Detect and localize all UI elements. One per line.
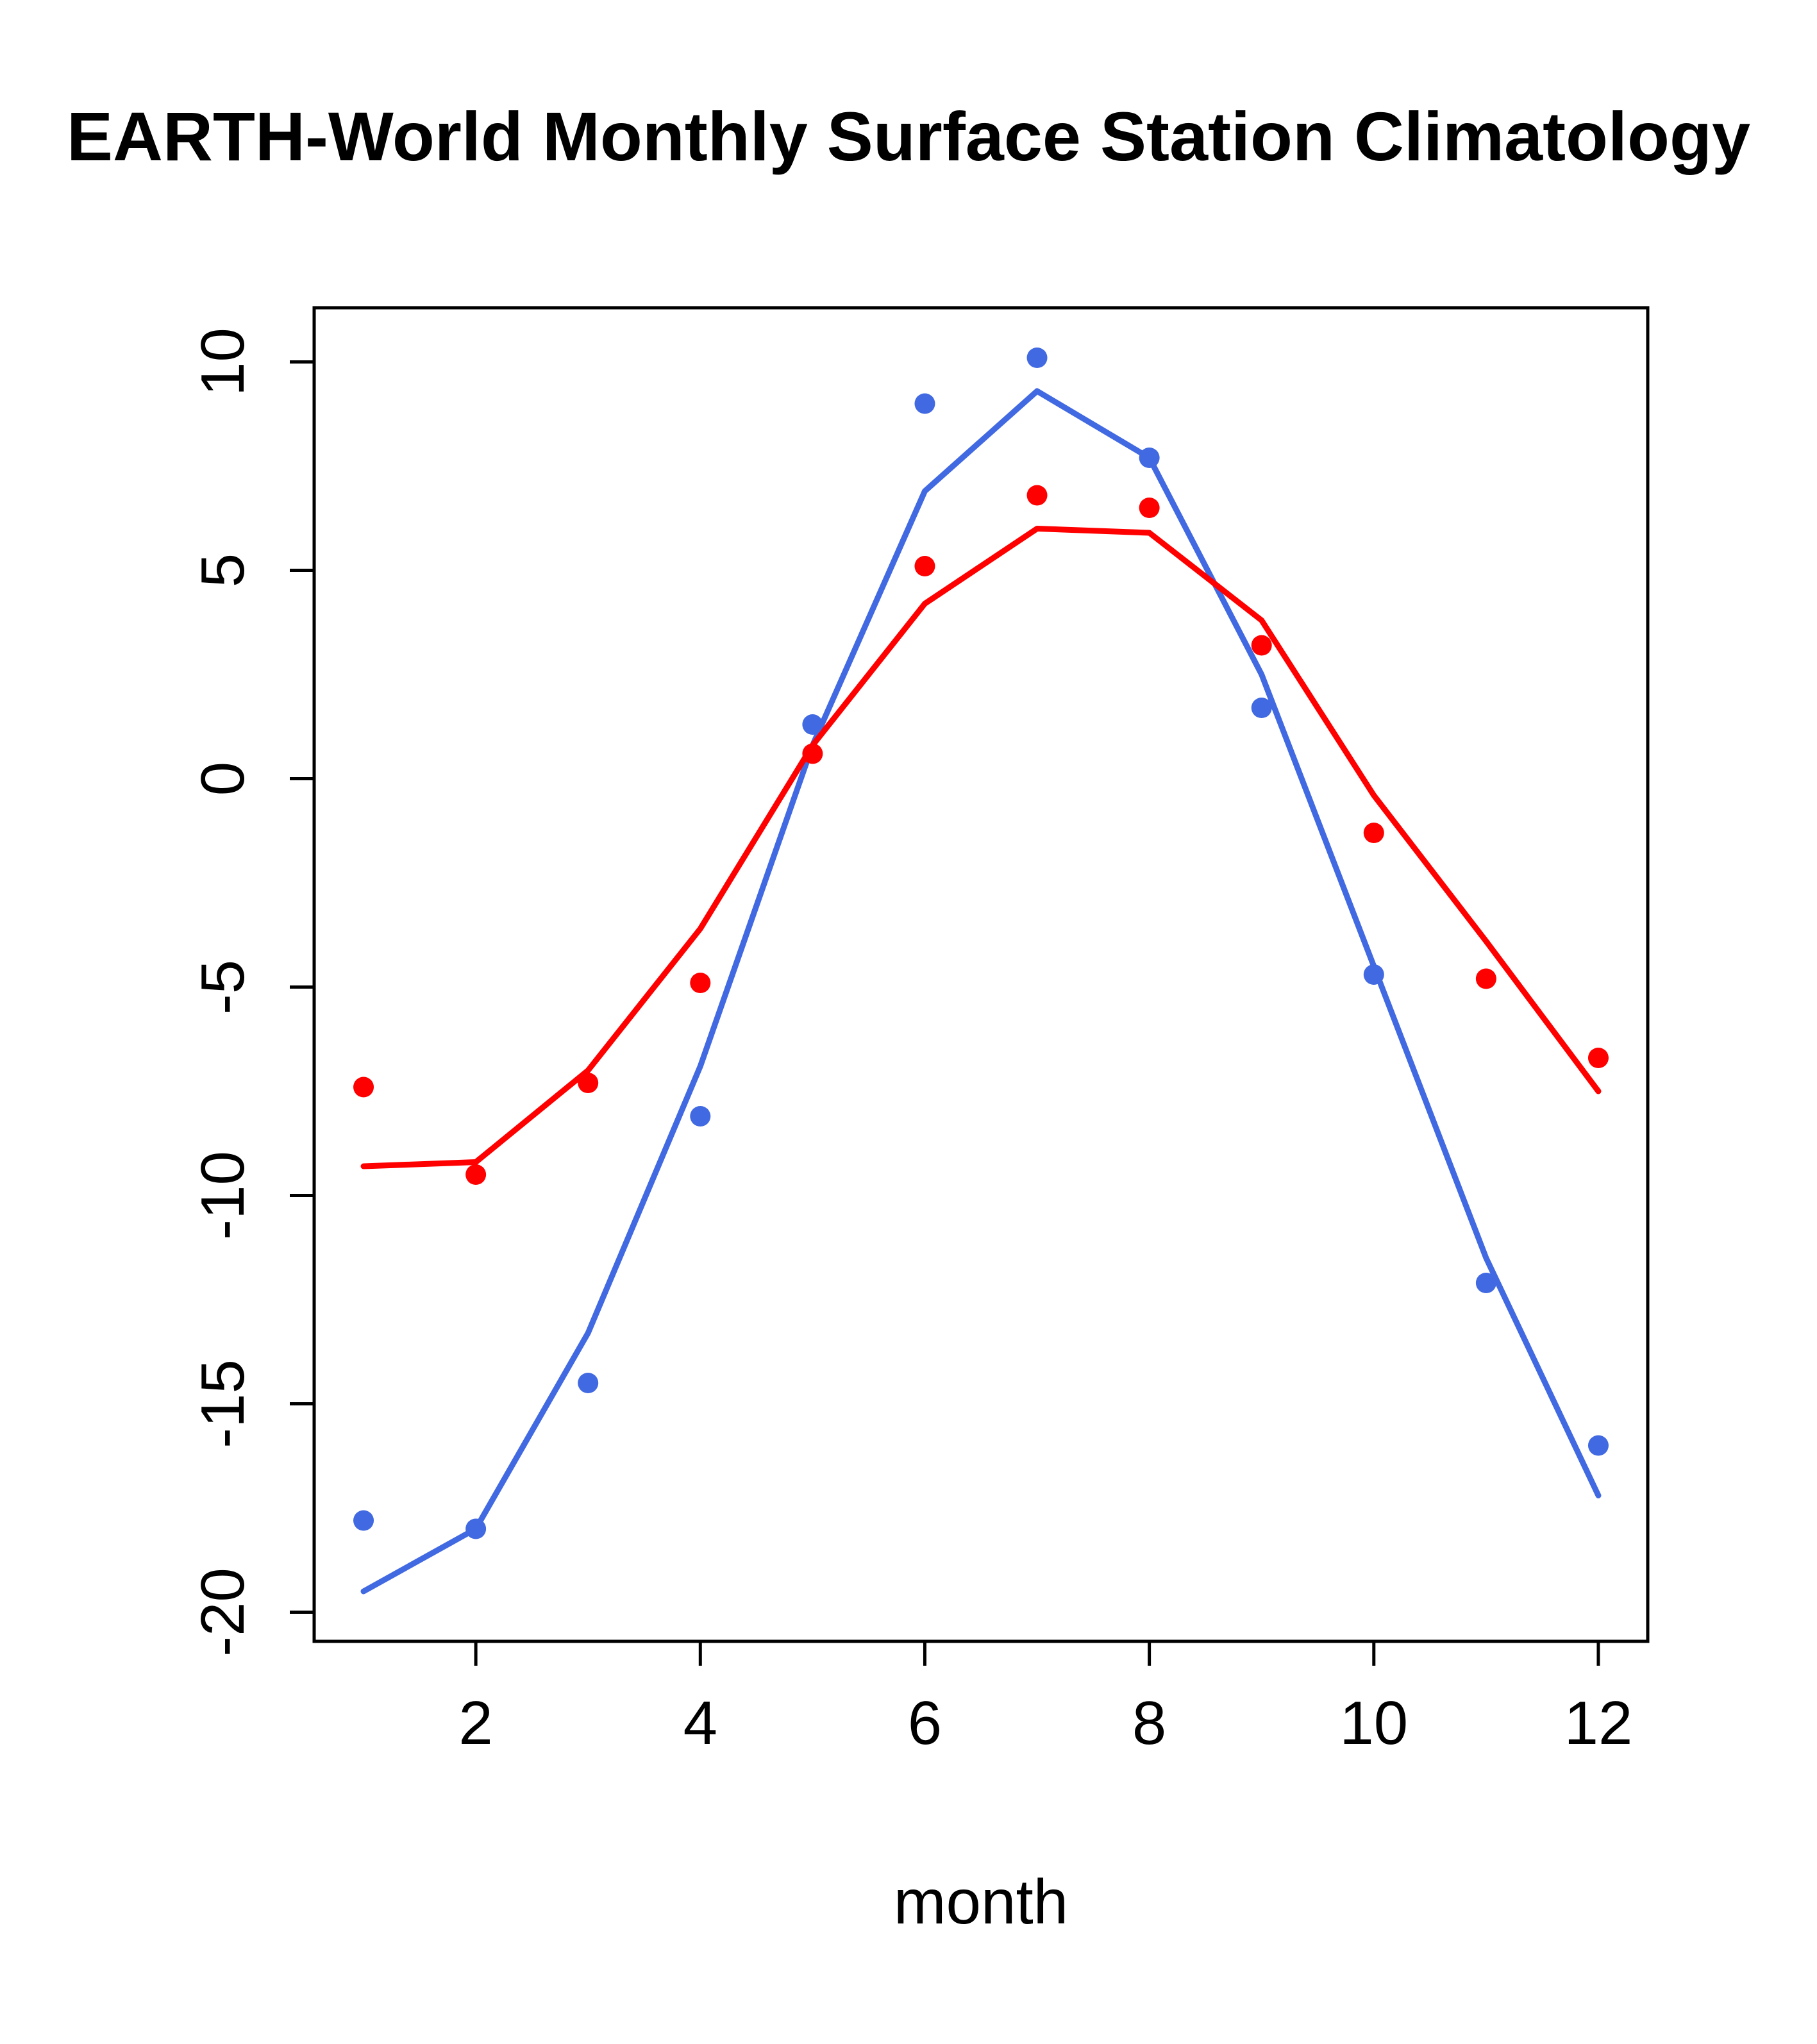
red-observed-points-point bbox=[578, 1073, 599, 1093]
y-tick-label: -10 bbox=[188, 1151, 257, 1240]
x-tick-label: 12 bbox=[1564, 1689, 1633, 1757]
blue-observed-points-point bbox=[1251, 698, 1272, 718]
red-observed-points-point bbox=[1475, 968, 1496, 989]
red-observed-points-point bbox=[1587, 1048, 1609, 1068]
red-observed-points-point bbox=[914, 556, 935, 576]
blue-observed-points-point bbox=[353, 1510, 374, 1531]
blue-observed-points-point bbox=[1475, 1273, 1496, 1293]
blue-observed-points-point bbox=[1587, 1435, 1609, 1456]
y-tick-label: -20 bbox=[188, 1568, 257, 1657]
red-observed-points-point bbox=[802, 743, 823, 764]
blue-observed-points-point bbox=[578, 1373, 599, 1393]
red-observed-points-point bbox=[1139, 498, 1160, 518]
y-tick-label: -15 bbox=[188, 1359, 257, 1448]
red-fitted-line bbox=[360, 526, 1602, 1169]
y-tick-label: -5 bbox=[188, 960, 257, 1014]
red-observed-points-point bbox=[1251, 635, 1272, 656]
plot-box bbox=[312, 306, 1650, 1643]
red-observed-points-point bbox=[1026, 485, 1048, 506]
y-tick-label: 0 bbox=[188, 762, 257, 796]
x-tick-label: 2 bbox=[458, 1689, 492, 1757]
red-observed-points-point bbox=[353, 1076, 374, 1098]
blue-observed-points-point bbox=[690, 1106, 711, 1127]
blue-observed-points-point bbox=[1363, 964, 1384, 985]
blue-observed-points-point bbox=[914, 393, 935, 414]
red-observed-points-point bbox=[465, 1164, 487, 1185]
y-tick-label: 10 bbox=[188, 328, 257, 396]
blue-observed-points-point bbox=[1026, 348, 1048, 368]
chart-title: EARTH-World Monthly Surface Station Clim… bbox=[66, 97, 1751, 175]
x-tick-label: 8 bbox=[1132, 1689, 1166, 1757]
x-tick-label: 10 bbox=[1339, 1689, 1408, 1757]
blue-observed-points-point bbox=[465, 1518, 487, 1539]
x-axis-label: month bbox=[894, 1866, 1068, 1937]
red-observed-points-point bbox=[1363, 823, 1384, 843]
x-tick-label: 6 bbox=[908, 1689, 942, 1757]
y-tick-label: 5 bbox=[188, 553, 257, 587]
blue-observed-points-point bbox=[802, 714, 823, 735]
red-observed-points-point bbox=[690, 973, 711, 993]
blue-fitted-line bbox=[360, 388, 1602, 1595]
blue-observed-points-point bbox=[1139, 448, 1160, 468]
x-tick-label: 4 bbox=[683, 1689, 717, 1757]
